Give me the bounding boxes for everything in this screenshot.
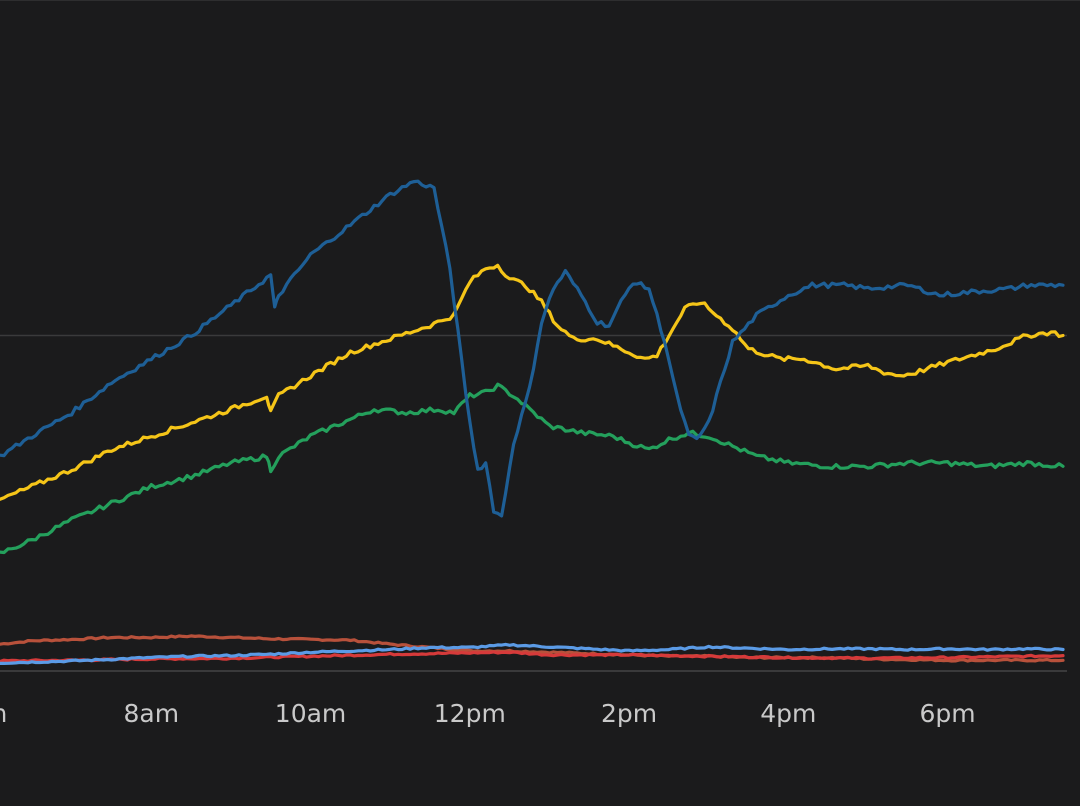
series-line-1 — [0, 263, 1065, 501]
series-line-0 — [0, 179, 1065, 518]
x-tick-label: 10am — [275, 699, 346, 728]
x-tick-label: 4pm — [760, 699, 816, 728]
series-lines — [0, 179, 1065, 665]
series-line-4 — [0, 650, 1065, 664]
series-line-5 — [0, 642, 1065, 665]
x-tick-label: 8am — [123, 699, 179, 728]
x-tick-label: 2pm — [601, 699, 657, 728]
x-tick-label: 6pm — [919, 699, 975, 728]
series-line-2 — [0, 382, 1065, 555]
series-line-3 — [0, 634, 1065, 663]
x-tick-label: 12pm — [434, 699, 506, 728]
x-tick-label: m — [0, 699, 7, 728]
x-axis: m 8am 10am 12pm 2pm 4pm 6pm — [0, 670, 1067, 728]
